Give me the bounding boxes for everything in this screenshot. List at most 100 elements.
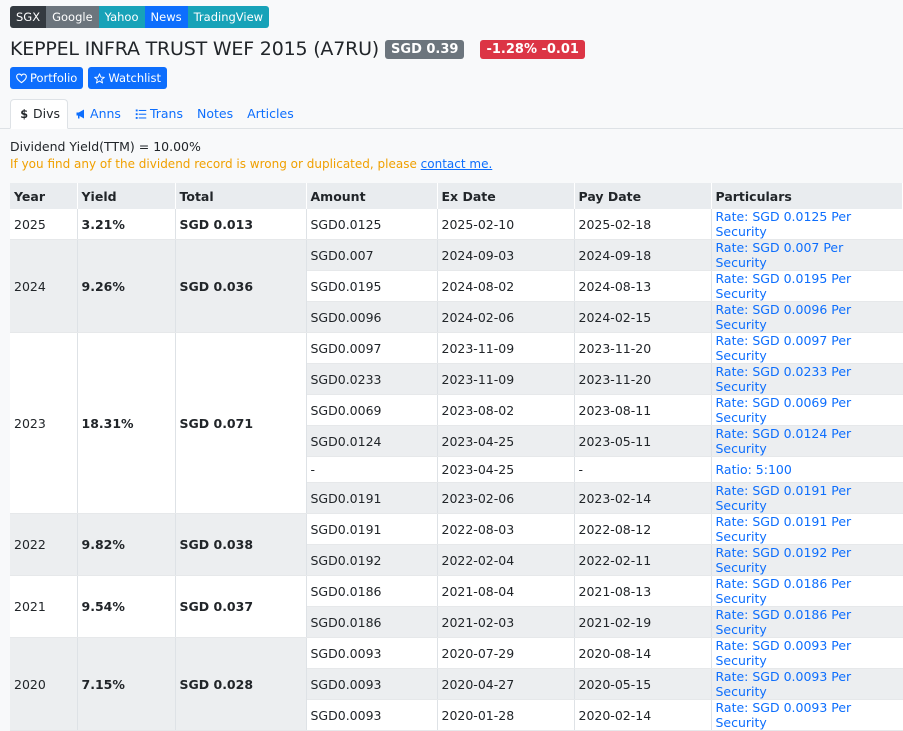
yield-cell: 7.15%: [77, 637, 176, 731]
table-row: SGD0.0192 2022-02-04 2022-02-11 Rate: SGD 0…: [10, 544, 903, 577]
table-row: SGD0.0191 2023-02-06 2023-02-14 Rate: SGD 0…: [10, 482, 903, 515]
pay-date-cell: 2022-08-12: [574, 513, 712, 546]
yield-cell: 9.54%: [77, 575, 176, 639]
ex-date-cell: 2021-02-03: [437, 606, 575, 639]
megaphone-icon: [76, 109, 85, 118]
pay-date-cell: -: [574, 456, 712, 484]
particulars-link[interactable]: Rate: SGD 0.0186 Per Security: [711, 575, 903, 608]
year-cell: 2024: [10, 239, 78, 333]
pay-date-cell: 2024-09-18: [574, 239, 712, 271]
tab-notes[interactable]: Notes: [190, 99, 240, 128]
column-header-yield: Yield: [77, 183, 176, 209]
table-row: 2020 7.15% SGD 0.028 SGD0.0093 2020-07-29 202…: [10, 637, 903, 731]
particulars-link[interactable]: Rate: SGD 0.0191 Per Security: [711, 513, 903, 546]
ex-date-cell: 2025-02-10: [437, 209, 575, 240]
tab-articles-label: Articles: [247, 105, 294, 121]
amount-cell: SGD0.007: [306, 239, 438, 271]
pay-date-cell: 2021-02-19: [574, 606, 712, 639]
ext-link-google[interactable]: Google: [46, 6, 99, 28]
tab-articles[interactable]: Articles: [240, 99, 301, 128]
amount-cell: SGD0.0191: [306, 482, 438, 515]
particulars-link[interactable]: Rate: SGD 0.0191 Per Security: [711, 482, 903, 515]
tab-divs[interactable]: $ Divs: [10, 99, 69, 129]
watchlist-button-label: Watchlist: [108, 71, 162, 85]
ex-date-cell: 2022-08-03: [437, 513, 575, 546]
particulars-link[interactable]: Rate: SGD 0.0093 Per Security: [711, 637, 903, 670]
portfolio-button[interactable]: Portfolio: [10, 67, 84, 89]
table-row: 2022 9.82% SGD 0.038 SGD0.0191 2022-08-03 202…: [10, 513, 903, 577]
particulars-link[interactable]: Rate: SGD 0.007 Per Security: [711, 239, 903, 271]
tab-notes-label: Notes: [196, 105, 234, 121]
particulars-link[interactable]: Rate: SGD 0.0097 Per Security: [711, 332, 903, 364]
table-row: 2023 18.31% SGD 0.071 SGD0.0097 2023-11-09 20…: [10, 332, 903, 515]
column-header-ex-date: Ex Date: [437, 183, 575, 209]
ex-date-cell: 2024-08-02: [437, 270, 575, 302]
contact-link[interactable]: contact me.: [420, 157, 493, 171]
ex-date-cell: 2023-11-09: [437, 332, 575, 364]
pay-date-cell: 2023-02-14: [574, 482, 712, 515]
particulars-link[interactable]: Rate: SGD 0.0096 Per Security: [711, 301, 903, 333]
table-row: 2025 3.21% SGD 0.013 SGD0.0125 2025-02-10 202…: [10, 209, 903, 240]
amount-cell: SGD0.0186: [306, 606, 438, 639]
tab-anns[interactable]: Anns: [68, 99, 128, 128]
table-header-row: Year Yield Total Amount Ex Date Pay Date Parti…: [10, 183, 903, 209]
tab-trans-label: Trans: [149, 105, 183, 121]
table-row: SGD0.0124 2023-04-25 2023-05-11 Rate: SGD 0…: [10, 425, 903, 457]
warning-text: If you find any of the dividend record i…: [10, 157, 421, 171]
amount-cell: SGD0.0097: [306, 332, 438, 364]
ext-link-yahoo[interactable]: Yahoo: [98, 6, 145, 28]
year-cell: 2021: [10, 575, 78, 639]
table-row: SGD0.0186 2021-02-03 2021-02-19 Rate: SGD 0…: [10, 606, 903, 639]
pay-date-cell: 2025-02-18: [574, 209, 712, 240]
pay-date-cell: 2023-08-11: [574, 394, 712, 426]
ex-date-cell: 2020-04-27: [437, 668, 575, 701]
amount-cell: SGD0.0093: [306, 637, 438, 670]
total-cell: SGD 0.036: [175, 239, 307, 333]
particulars-link[interactable]: Rate: SGD 0.0192 Per Security: [711, 544, 903, 577]
particulars-link[interactable]: Rate: SGD 0.0069 Per Security: [711, 394, 903, 426]
table-row: SGD0.0096 2024-02-06 2024-02-15 Rate: SGD 0…: [10, 301, 903, 333]
particulars-link[interactable]: Rate: SGD 0.0124 Per Security: [711, 425, 903, 457]
yield-cell: 3.21%: [77, 209, 176, 240]
pay-date-cell: 2020-02-14: [574, 699, 712, 731]
ex-date-cell: 2022-02-04: [437, 544, 575, 577]
amount-cell: SGD0.0096: [306, 301, 438, 333]
amount-cell: SGD0.0069: [306, 394, 438, 426]
particulars-link[interactable]: Rate: SGD 0.0093 Per Security: [711, 699, 903, 731]
column-header-year: Year: [10, 183, 78, 209]
particulars-link[interactable]: Ratio: 5:100: [711, 456, 903, 484]
action-buttons: Portfolio Watchlist: [10, 67, 903, 89]
pay-date-cell: 2023-05-11: [574, 425, 712, 457]
amount-cell: SGD0.0186: [306, 575, 438, 608]
ex-date-cell: 2023-02-06: [437, 482, 575, 515]
ext-link-sgx[interactable]: SGX: [10, 6, 47, 28]
particulars-link[interactable]: Rate: SGD 0.0186 Per Security: [711, 606, 903, 639]
particulars-link[interactable]: Rate: SGD 0.0195 Per Security: [711, 270, 903, 302]
total-cell: SGD 0.071: [175, 332, 307, 515]
pay-date-cell: 2021-08-13: [574, 575, 712, 608]
table-row: -2023-04-25- Ratio: 5:100: [10, 456, 903, 484]
svg-text:$: $: [20, 108, 28, 120]
pay-date-cell: 2023-11-20: [574, 332, 712, 364]
pay-date-cell: 2023-11-20: [574, 363, 712, 395]
particulars-link[interactable]: Rate: SGD 0.0125 Per Security: [711, 209, 903, 240]
yield-cell: 18.31%: [77, 332, 176, 515]
table-row: SGD0.0069 2023-08-02 2023-08-11 Rate: SGD 0…: [10, 394, 903, 426]
list-icon: [135, 109, 147, 119]
ext-link-tradingview[interactable]: TradingView: [187, 6, 270, 28]
amount-cell: SGD0.0191: [306, 513, 438, 546]
pay-date-cell: 2020-05-15: [574, 668, 712, 701]
ex-date-cell: 2023-04-25: [437, 456, 575, 484]
year-cell: 2023: [10, 332, 78, 515]
year-cell: 2025: [10, 209, 78, 240]
particulars-link[interactable]: Rate: SGD 0.0093 Per Security: [711, 668, 903, 701]
pay-date-cell: 2024-02-15: [574, 301, 712, 333]
amount-cell: SGD0.0192: [306, 544, 438, 577]
tab-divs-label: Divs: [33, 106, 61, 121]
tab-trans[interactable]: Trans: [128, 99, 190, 128]
ext-link-news[interactable]: News: [144, 6, 188, 28]
watchlist-button[interactable]: Watchlist: [88, 67, 168, 89]
amount-cell: SGD0.0125: [306, 209, 438, 240]
pay-date-cell: 2022-02-11: [574, 544, 712, 577]
particulars-link[interactable]: Rate: SGD 0.0233 Per Security: [711, 363, 903, 395]
